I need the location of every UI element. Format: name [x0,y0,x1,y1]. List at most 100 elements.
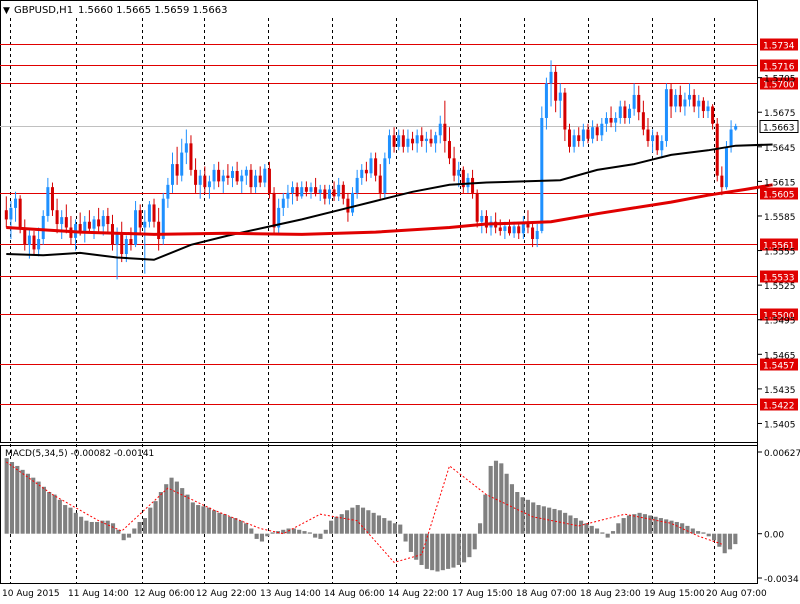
candle-body [41,215,45,240]
macd-histogram-bar [701,532,706,534]
candle-body [189,143,193,170]
candle-body [14,198,18,208]
candle-body [166,184,170,199]
macd-histogram-bar [504,473,509,534]
macd-histogram-bar [712,533,717,541]
candle-body [272,192,276,228]
candle-body [434,135,438,144]
level-price-label: 1.5457 [763,362,795,372]
macd-histogram-bar [552,508,557,534]
candle-body [4,210,8,220]
candle-body [452,158,456,176]
macd-histogram-bar [520,497,525,534]
macd-histogram-bar [717,533,722,547]
macd-histogram-bar [148,507,153,534]
candle-body [475,192,479,222]
macd-histogram-bar [233,518,238,534]
candle-body [300,187,304,197]
candle-body [78,224,82,231]
macd-histogram-bar [696,531,701,534]
level-price-tag [760,38,798,51]
candle-body [263,168,267,183]
candle-body [240,175,244,182]
candle-body [521,224,525,234]
macd-histogram-bar [371,512,376,534]
macd-histogram-bar [323,529,328,534]
macd-histogram-bar [616,523,621,534]
candle-body [577,135,581,142]
macd-histogram-bar [41,486,46,534]
macd-histogram-bar [674,521,679,534]
candle-body [637,94,641,113]
macd-histogram-bar [382,518,387,534]
symbol-timeframe: GBPUSD,H1 [14,5,73,16]
candle-body [600,123,604,136]
candle-body [420,135,424,142]
macd-histogram-bar [95,521,100,534]
price-tick-label: 1.5435 [764,386,796,396]
macd-histogram-bar [403,533,408,542]
candle-body [729,129,733,147]
macd-histogram-bar [727,533,733,550]
candle-body [443,123,447,142]
macd-histogram-bar [600,532,605,534]
macd-tick-label: 0.00627 [764,449,800,459]
time-axis-label: 14 Aug 22:00 [388,589,449,599]
candle-body [180,152,184,176]
current-price-tag [759,120,799,133]
macd-histogram-bar [467,533,472,558]
candle-body [392,135,396,147]
candle-body [507,226,511,234]
macd-histogram-bar [47,492,52,534]
candle-body [92,219,96,229]
candle-body [138,210,142,228]
candle-body [623,106,627,118]
horizontal-level-lines[interactable]: 1.57341.57161.57001.56051.55611.55331.55… [0,38,799,412]
candle-body [207,181,211,188]
candle-body [549,71,553,84]
macd-histogram-bar [153,501,158,534]
macd-histogram-bar [360,507,366,534]
candle-body [581,129,585,142]
candle-body [106,215,110,225]
candle-body [83,221,87,231]
candle-body [374,158,378,176]
macd-histogram-bar [568,515,573,534]
candle-body [346,198,350,213]
macd-histogram-bar [318,533,323,539]
macd-histogram-bar [632,514,637,534]
macd-histogram-bar [462,533,467,563]
candle-body [55,210,59,225]
candle-body [304,187,308,192]
macd-histogram-bar [25,473,30,534]
current-price-label: 1.5663 [763,124,795,134]
candle-body [157,221,161,240]
candle-body [438,123,442,136]
candle-body [595,127,599,136]
macd-signal-line [6,461,722,563]
macd-histogram-bar [105,520,110,534]
candle-body [498,227,502,231]
candle-body [651,135,655,142]
macd-histogram-bar [594,528,600,534]
candle-body [401,135,405,147]
candle-body [461,169,465,188]
candle-body [586,129,590,139]
macd-histogram-bar [350,507,355,534]
macd-histogram-bar [180,488,185,534]
candle-body [484,215,488,228]
macd-histogram-bar [610,531,616,534]
price-tick-label: 1.5675 [764,109,796,119]
macd-histogram-bar [605,533,610,538]
candle-body [632,94,636,109]
candlesticks [4,60,738,280]
macd-histogram-bar [376,515,382,534]
level-price-label: 1.5422 [763,402,795,412]
candle-body [115,233,119,245]
candle-body [32,235,36,250]
chart-header: ▼ GBPUSD,H1 1.5660 1.5665 1.5659 1.5663 [3,5,228,16]
time-axis-label: 10 Aug 2015 [2,589,60,599]
candle-body [9,207,13,220]
